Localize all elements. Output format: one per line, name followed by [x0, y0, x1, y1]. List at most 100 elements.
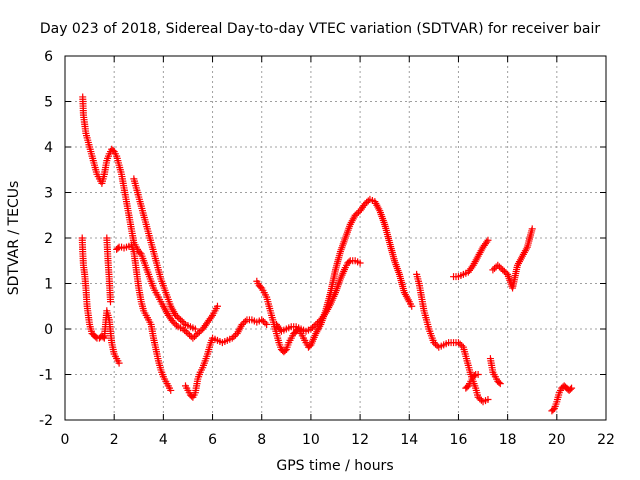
data-point — [207, 313, 215, 321]
data-point — [194, 330, 202, 338]
x-tick-label: 0 — [61, 432, 70, 448]
data-point — [172, 311, 180, 319]
y-tick-labels: -2 -1 0 1 2 3 4 5 6 — [39, 49, 53, 429]
x-tick-label: 12 — [351, 432, 369, 448]
series-track-5 — [113, 241, 175, 394]
data-point — [169, 318, 177, 326]
data-point — [307, 325, 315, 333]
x-tick-label: 18 — [499, 432, 517, 448]
data-point — [184, 330, 192, 338]
y-tick-label: -1 — [39, 368, 53, 384]
data-point — [230, 333, 238, 341]
x-tick-label: 10 — [302, 432, 320, 448]
data-point — [361, 200, 369, 208]
data-point — [191, 333, 199, 341]
data-point — [474, 371, 482, 378]
y-tick-label: 6 — [44, 49, 53, 65]
data-point — [175, 314, 183, 322]
series-track-15 — [548, 382, 576, 415]
data-point — [177, 316, 185, 324]
x-tick-label: 16 — [450, 432, 468, 448]
data-point — [178, 317, 186, 325]
data-point — [313, 319, 321, 327]
y-tick-label: 0 — [44, 322, 53, 338]
series-track-3 — [78, 234, 123, 367]
data-point — [499, 266, 507, 274]
data-point — [458, 342, 466, 350]
data-point — [180, 319, 188, 327]
y-tick-label: 4 — [44, 140, 53, 156]
series-track-7 — [181, 316, 271, 401]
x-tick-label: 22 — [597, 432, 615, 448]
data-point — [474, 393, 482, 401]
data-point — [468, 263, 476, 271]
series-track-1 — [79, 93, 108, 187]
data-point — [172, 321, 180, 329]
data-point — [483, 238, 491, 246]
data-point — [320, 311, 328, 319]
data-point — [189, 334, 197, 342]
data-point — [568, 384, 576, 392]
axis-ticks — [64, 55, 607, 421]
series-track-10 — [413, 270, 492, 406]
data-point — [500, 267, 508, 275]
data-point — [408, 302, 416, 310]
data-point — [363, 198, 371, 206]
data-point — [309, 323, 317, 331]
data-point — [430, 339, 438, 347]
data-point — [345, 258, 353, 266]
data-point — [353, 210, 361, 218]
data-point — [432, 340, 440, 348]
data-point — [528, 225, 536, 233]
data-point — [495, 378, 503, 386]
data-point — [263, 320, 271, 328]
y-tick-label: 2 — [44, 231, 53, 247]
data-point — [484, 396, 492, 404]
data-point — [456, 340, 464, 348]
data-point — [167, 386, 175, 394]
data-point — [497, 264, 505, 272]
data-point — [240, 319, 248, 327]
data-point — [195, 328, 203, 336]
data-point — [261, 319, 269, 327]
data-points — [78, 93, 576, 415]
data-point — [312, 320, 320, 328]
x-tick-label: 14 — [400, 432, 418, 448]
data-point — [241, 317, 249, 325]
series-track-14 — [489, 225, 536, 292]
data-point — [114, 244, 122, 252]
series-track-12 — [450, 236, 492, 281]
x-tick-labels: 0 2 4 6 8 10 12 14 16 18 20 22 — [61, 432, 615, 448]
data-point — [489, 266, 497, 274]
data-point — [495, 263, 503, 271]
data-point — [179, 325, 187, 333]
series-track-9 — [272, 257, 364, 335]
series-track-13 — [486, 355, 504, 388]
series-track-8 — [253, 195, 416, 356]
series-track-11 — [462, 371, 482, 392]
data-point — [173, 313, 181, 321]
y-tick-label: -2 — [39, 413, 53, 429]
chart-title: Day 023 of 2018, Sidereal Day-to-day VTE… — [40, 21, 601, 37]
data-point — [106, 298, 114, 306]
data-point — [115, 359, 123, 367]
data-point — [259, 317, 267, 325]
data-point — [181, 327, 189, 335]
data-point — [258, 316, 266, 324]
x-axis-label: GPS time / hours — [276, 458, 393, 474]
data-point — [228, 334, 236, 342]
series-track-6 — [130, 175, 199, 333]
y-tick-label: 1 — [44, 277, 53, 293]
data-point — [566, 385, 574, 393]
series-track-4 — [103, 234, 114, 306]
x-tick-label: 2 — [110, 432, 119, 448]
data-point — [99, 333, 107, 341]
data-point — [213, 302, 221, 310]
x-tick-label: 8 — [257, 432, 266, 448]
data-point — [186, 331, 194, 339]
data-point — [182, 328, 190, 336]
y-tick-label: 3 — [44, 186, 53, 202]
data-point — [191, 325, 199, 333]
data-point — [491, 264, 499, 272]
